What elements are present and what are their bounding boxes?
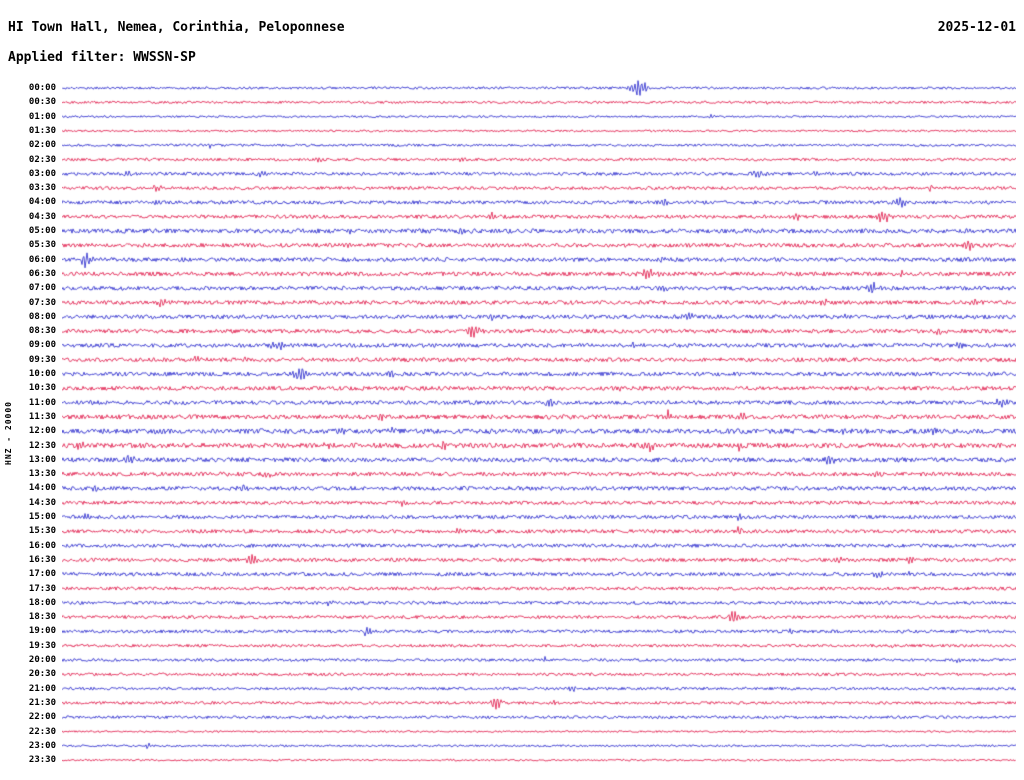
time-label: 21:00 xyxy=(28,683,56,694)
time-label: 23:00 xyxy=(28,740,56,751)
time-label: 13:00 xyxy=(28,454,56,465)
seismogram-canvas xyxy=(62,78,1016,778)
time-label: 07:30 xyxy=(28,297,56,308)
time-label: 14:30 xyxy=(28,497,56,508)
time-axis: 00:00 00:30 01:00 01:30 02:00 02:30 03:00 03:30… xyxy=(0,0,58,780)
time-label: 17:00 xyxy=(28,569,56,580)
time-label: 08:30 xyxy=(28,326,56,337)
time-label: 17:30 xyxy=(28,583,56,594)
time-label: 21:30 xyxy=(28,697,56,708)
time-label: 15:30 xyxy=(28,526,56,537)
time-label: 00:30 xyxy=(28,97,56,108)
time-label: 06:00 xyxy=(28,254,56,265)
time-label: 12:00 xyxy=(28,426,56,437)
date-label: 2025-12-01 xyxy=(937,20,1016,35)
time-label: 00:00 xyxy=(28,83,56,93)
time-label: 16:30 xyxy=(28,554,56,565)
time-label: 02:30 xyxy=(28,154,56,165)
filter-label: Applied filter: WWSSN-SP xyxy=(8,50,196,65)
time-label: 12:30 xyxy=(28,440,56,451)
time-label: 10:00 xyxy=(28,369,56,379)
time-label: 22:00 xyxy=(28,712,56,723)
time-label: 16:00 xyxy=(28,540,56,551)
time-label: 05:00 xyxy=(28,226,56,236)
time-label: 15:00 xyxy=(28,512,56,522)
time-label: 03:00 xyxy=(28,168,56,179)
time-label: 03:30 xyxy=(28,183,56,194)
time-label: 05:30 xyxy=(28,240,56,251)
time-label: 19:00 xyxy=(28,626,56,637)
time-label: 11:00 xyxy=(28,397,56,408)
time-label: 18:30 xyxy=(28,612,56,623)
time-label: 23:30 xyxy=(28,755,56,766)
time-label: 11:30 xyxy=(28,411,56,422)
station-title: HI Town Hall, Nemea, Corinthia, Peloponn… xyxy=(8,20,345,35)
time-label: 22:30 xyxy=(28,726,56,737)
time-label: 19:30 xyxy=(28,640,56,651)
time-label: 04:30 xyxy=(28,211,56,222)
time-label: 10:30 xyxy=(28,383,56,394)
time-label: 09:00 xyxy=(28,340,56,351)
time-label: 01:30 xyxy=(28,125,56,136)
time-label: 06:30 xyxy=(28,268,56,279)
time-label: 08:00 xyxy=(28,311,56,322)
time-label: 01:00 xyxy=(28,111,56,122)
time-label: 07:00 xyxy=(28,283,56,294)
time-label: 09:30 xyxy=(28,354,56,365)
time-label: 13:30 xyxy=(28,469,56,480)
time-label: 20:00 xyxy=(28,655,56,665)
time-label: 04:00 xyxy=(28,197,56,208)
time-label: 20:30 xyxy=(28,669,56,680)
time-label: 02:00 xyxy=(28,140,56,151)
time-label: 18:00 xyxy=(28,597,56,608)
time-label: 14:00 xyxy=(28,483,56,494)
